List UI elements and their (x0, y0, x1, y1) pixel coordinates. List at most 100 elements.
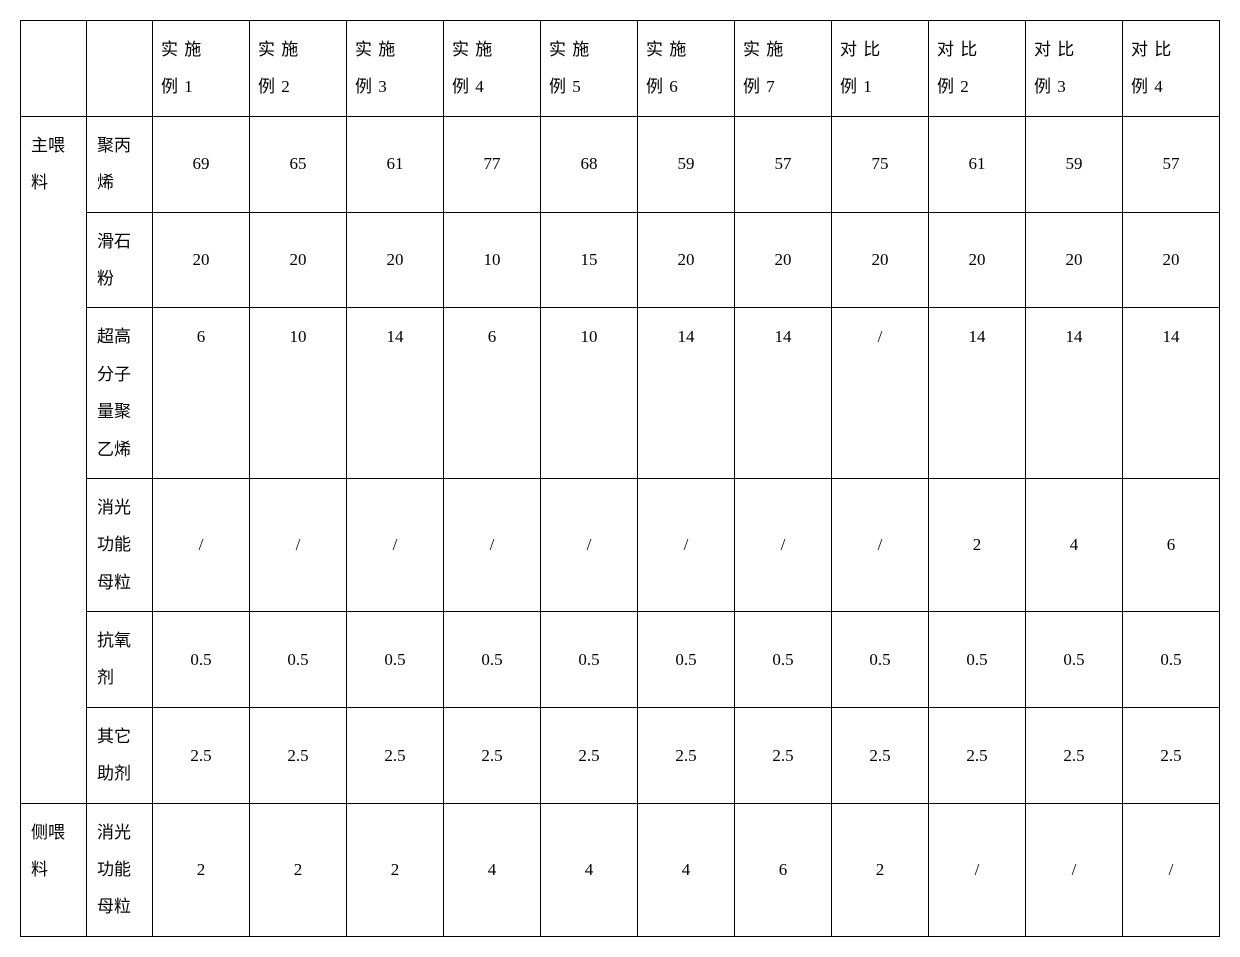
cell: 68 (541, 116, 638, 212)
cell: 0.5 (638, 612, 735, 708)
cell: 77 (444, 116, 541, 212)
cell: / (832, 478, 929, 611)
cell: 2.5 (1026, 707, 1123, 803)
cell: 0.5 (1123, 612, 1220, 708)
cell: 65 (250, 116, 347, 212)
cell: 2.5 (1123, 707, 1220, 803)
cell: 2 (929, 478, 1026, 611)
cell: 6 (1123, 478, 1220, 611)
cell: 0.5 (832, 612, 929, 708)
cell: 20 (153, 212, 250, 308)
cell: / (444, 478, 541, 611)
col-header-1: 实 施例 2 (250, 21, 347, 117)
cell: / (250, 478, 347, 611)
row-label: 超高分子量聚 乙烯 (87, 308, 153, 479)
cell: 20 (250, 212, 347, 308)
cell: 0.5 (929, 612, 1026, 708)
cell: 2 (153, 803, 250, 936)
cell: 59 (638, 116, 735, 212)
cell: 10 (444, 212, 541, 308)
col-header-2: 实 施例 3 (347, 21, 444, 117)
cell: / (638, 478, 735, 611)
row-label: 消光功能母粒 (87, 478, 153, 611)
cell: 6 (444, 308, 541, 479)
cell: 0.5 (153, 612, 250, 708)
cell: / (929, 803, 1026, 936)
cell: 2 (250, 803, 347, 936)
cell: / (347, 478, 444, 611)
header-row: 实 施例 1 实 施例 2 实 施例 3 实 施例 4 实 施例 5 实 施例 … (21, 21, 1220, 117)
cell: 14 (347, 308, 444, 479)
cell: / (1026, 803, 1123, 936)
cell: 14 (638, 308, 735, 479)
cell: 0.5 (1026, 612, 1123, 708)
cell: 20 (347, 212, 444, 308)
col-header-0: 实 施例 1 (153, 21, 250, 117)
cell: 2 (832, 803, 929, 936)
cell: 20 (929, 212, 1026, 308)
cell: 14 (735, 308, 832, 479)
table-row: 消光功能母粒 / / / / / / / / 2 4 6 (21, 478, 1220, 611)
col-header-7: 对 比例 1 (832, 21, 929, 117)
cell: 20 (638, 212, 735, 308)
header-blank-2 (87, 21, 153, 117)
cell: 4 (444, 803, 541, 936)
col-header-6: 实 施例 7 (735, 21, 832, 117)
cell: 2.5 (153, 707, 250, 803)
cell: 0.5 (541, 612, 638, 708)
cell: 2.5 (832, 707, 929, 803)
cell: 0.5 (735, 612, 832, 708)
header-blank-1 (21, 21, 87, 117)
cell: 4 (1026, 478, 1123, 611)
row-label: 聚丙烯 (87, 116, 153, 212)
cell: 69 (153, 116, 250, 212)
col-header-3: 实 施例 4 (444, 21, 541, 117)
cell: 61 (929, 116, 1026, 212)
cell: / (832, 308, 929, 479)
col-header-9: 对 比例 3 (1026, 21, 1123, 117)
row-label: 其它助剂 (87, 707, 153, 803)
cell: 10 (250, 308, 347, 479)
cell: 20 (1123, 212, 1220, 308)
cell: 10 (541, 308, 638, 479)
cell: 0.5 (250, 612, 347, 708)
table-row: 侧喂料 消光功能母粒 2 2 2 4 4 4 6 2 / / / (21, 803, 1220, 936)
cell: 14 (929, 308, 1026, 479)
group-label-side: 侧喂料 (21, 803, 87, 936)
cell: 2.5 (929, 707, 1026, 803)
cell: 2.5 (347, 707, 444, 803)
cell: 0.5 (444, 612, 541, 708)
cell: 61 (347, 116, 444, 212)
col-header-5: 实 施例 6 (638, 21, 735, 117)
table-row: 滑石粉 20 20 20 10 15 20 20 20 20 20 20 (21, 212, 1220, 308)
composition-table: 实 施例 1 实 施例 2 实 施例 3 实 施例 4 实 施例 5 实 施例 … (20, 20, 1220, 937)
cell: 57 (735, 116, 832, 212)
cell: 20 (735, 212, 832, 308)
cell: 2.5 (444, 707, 541, 803)
cell: 20 (1026, 212, 1123, 308)
cell: 14 (1026, 308, 1123, 479)
col-header-4: 实 施例 5 (541, 21, 638, 117)
cell: 2.5 (541, 707, 638, 803)
cell: 2 (347, 803, 444, 936)
cell: 4 (638, 803, 735, 936)
cell: 59 (1026, 116, 1123, 212)
row-label: 消光功能母粒 (87, 803, 153, 936)
cell: 14 (1123, 308, 1220, 479)
table-row: 其它助剂 2.5 2.5 2.5 2.5 2.5 2.5 2.5 2.5 2.5… (21, 707, 1220, 803)
table-row: 主喂料 聚丙烯 69 65 61 77 68 59 57 75 61 59 57 (21, 116, 1220, 212)
cell: 2.5 (250, 707, 347, 803)
cell: 6 (735, 803, 832, 936)
cell: 20 (832, 212, 929, 308)
cell: 2.5 (735, 707, 832, 803)
cell: 2.5 (638, 707, 735, 803)
cell: 15 (541, 212, 638, 308)
table-row: 抗氧剂 0.5 0.5 0.5 0.5 0.5 0.5 0.5 0.5 0.5 … (21, 612, 1220, 708)
cell: / (735, 478, 832, 611)
col-header-10: 对 比例 4 (1123, 21, 1220, 117)
group-label-main: 主喂料 (21, 116, 87, 803)
cell: 4 (541, 803, 638, 936)
cell: 57 (1123, 116, 1220, 212)
cell: 75 (832, 116, 929, 212)
cell: 6 (153, 308, 250, 479)
